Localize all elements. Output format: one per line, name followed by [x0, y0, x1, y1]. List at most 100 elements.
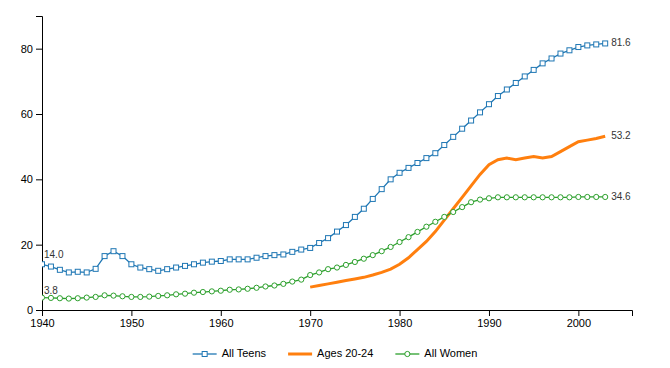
marker — [245, 257, 250, 262]
marker — [594, 42, 599, 47]
marker — [263, 254, 268, 259]
marker — [317, 270, 322, 275]
tick: 40 — [21, 173, 42, 185]
annotations: 14.03.881.653.234.6 — [44, 37, 631, 296]
marker — [576, 194, 581, 199]
marker — [263, 284, 268, 289]
marker — [558, 51, 563, 56]
marker — [84, 270, 89, 275]
tick-label: 20 — [21, 239, 33, 251]
marker — [120, 294, 125, 299]
marker — [93, 294, 98, 299]
marker — [594, 194, 599, 199]
tick-mark — [36, 245, 42, 246]
marker — [540, 195, 545, 200]
tick: 1970 — [298, 310, 322, 329]
marker — [352, 259, 357, 264]
tick-mark — [489, 310, 490, 316]
marker — [567, 48, 572, 53]
legend-item: All Teens — [193, 347, 267, 359]
tick-label: 1980 — [388, 317, 412, 329]
marker — [495, 94, 500, 99]
marker — [75, 296, 80, 301]
plot: 194019501960197019801990200002040608014.… — [21, 17, 633, 329]
y-axis: 0 20 40 60 80 — [21, 17, 43, 317]
tick-mark — [36, 49, 42, 50]
tick: 1980 — [388, 310, 412, 329]
axis-line — [36, 17, 43, 311]
marker — [299, 247, 304, 252]
marker — [424, 224, 429, 229]
tick: 60 — [21, 108, 42, 120]
tick-label: 40 — [21, 173, 33, 185]
marker — [165, 293, 170, 298]
tick-label: 60 — [21, 108, 33, 120]
marker — [138, 294, 143, 299]
legend-item: Ages 20-24 — [288, 347, 373, 359]
marker — [397, 239, 402, 244]
marker — [227, 257, 232, 262]
marker — [343, 223, 348, 228]
marker — [165, 267, 170, 272]
marker — [415, 161, 420, 166]
marker — [147, 294, 152, 299]
marker — [469, 118, 474, 123]
marker — [281, 252, 286, 257]
marker — [245, 286, 250, 291]
tick-mark — [310, 310, 311, 316]
marker — [191, 290, 196, 295]
marker — [272, 253, 277, 258]
tick-mark — [400, 310, 401, 316]
marker — [111, 293, 116, 298]
marker — [334, 265, 339, 270]
marker — [182, 291, 187, 296]
marker — [200, 289, 205, 294]
tick: 80 — [21, 43, 42, 55]
marker — [335, 229, 340, 234]
marker — [477, 197, 482, 202]
tick: 2000 — [567, 310, 591, 329]
marker — [442, 143, 447, 148]
tick-mark — [36, 179, 42, 180]
marker — [57, 296, 62, 301]
series-line — [310, 136, 605, 287]
marker — [531, 195, 536, 200]
marker — [576, 45, 581, 50]
legend-marker — [405, 351, 410, 356]
tick-mark — [36, 310, 42, 311]
marker — [227, 287, 232, 292]
tick-mark — [221, 310, 222, 316]
marker — [406, 235, 411, 240]
marker — [361, 206, 366, 211]
marker — [272, 283, 277, 288]
marker — [75, 269, 80, 274]
tick-mark — [578, 310, 579, 316]
marker — [290, 249, 295, 254]
marker — [325, 267, 330, 272]
tick-label: 2000 — [567, 317, 591, 329]
axis-line — [43, 311, 633, 317]
marker — [379, 249, 384, 254]
annotation: 53.2 — [611, 130, 631, 141]
marker — [254, 255, 259, 260]
marker — [513, 195, 518, 200]
marker — [415, 229, 420, 234]
legend-label: All Teens — [222, 347, 267, 359]
marker — [48, 264, 53, 269]
marker — [200, 260, 205, 265]
marker — [585, 194, 590, 199]
marker — [406, 165, 411, 170]
marker — [478, 110, 483, 115]
marker — [42, 262, 45, 267]
legend-label: Ages 20-24 — [317, 347, 373, 359]
marker — [66, 270, 71, 275]
marker — [120, 254, 125, 259]
legend-item: All Women — [395, 347, 477, 359]
marker — [218, 259, 223, 264]
tick: 1960 — [209, 310, 233, 329]
marker — [567, 195, 572, 200]
legend-swatch — [288, 353, 312, 356]
tick: 0 — [27, 304, 42, 316]
marker — [129, 294, 134, 299]
marker — [361, 256, 366, 261]
